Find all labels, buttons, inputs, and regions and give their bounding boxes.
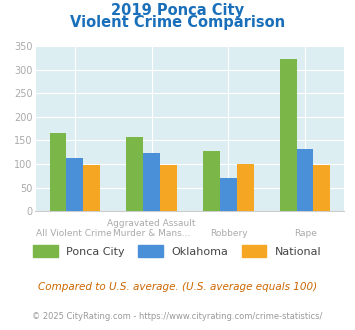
Text: © 2025 CityRating.com - https://www.cityrating.com/crime-statistics/: © 2025 CityRating.com - https://www.city… [32, 312, 323, 321]
Bar [66, 158, 83, 211]
Bar [280, 59, 296, 211]
Bar [50, 133, 66, 211]
Text: All Violent Crime: All Violent Crime [36, 229, 112, 238]
Text: Robbery: Robbery [210, 229, 247, 238]
Bar [220, 178, 237, 211]
Bar [203, 151, 220, 211]
Text: Rape: Rape [294, 229, 317, 238]
Bar [160, 165, 177, 211]
Bar [83, 165, 100, 211]
Text: Aggravated Assault: Aggravated Assault [107, 219, 196, 228]
Text: Violent Crime Comparison: Violent Crime Comparison [70, 15, 285, 30]
Bar [237, 164, 253, 211]
Bar [143, 153, 160, 211]
Text: Compared to U.S. average. (U.S. average equals 100): Compared to U.S. average. (U.S. average … [38, 282, 317, 292]
Bar [313, 165, 330, 211]
Bar [126, 137, 143, 211]
Bar [296, 148, 313, 211]
Text: 2019 Ponca City: 2019 Ponca City [111, 3, 244, 18]
Text: Murder & Mans...: Murder & Mans... [113, 229, 190, 238]
Legend: Ponca City, Oklahoma, National: Ponca City, Oklahoma, National [33, 245, 322, 257]
